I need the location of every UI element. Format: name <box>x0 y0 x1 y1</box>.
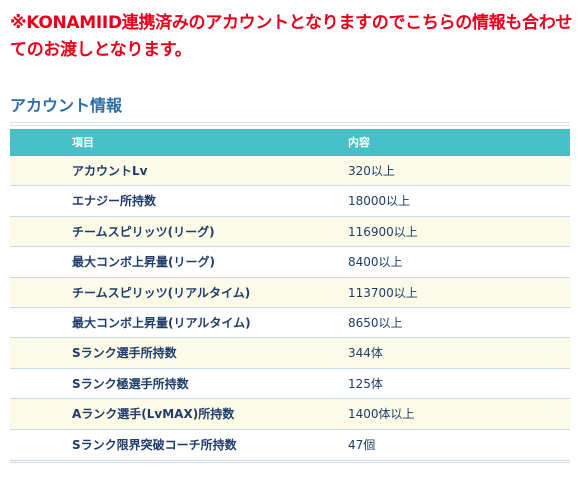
table-row: チームスピリッツ(リーグ) 116900以上 <box>10 216 570 248</box>
row-item: Sランク限界突破コーチ所持数 <box>72 437 237 452</box>
table-row: アカウントLv 320以上 <box>10 156 570 187</box>
section-title: アカウント情報 <box>10 96 123 115</box>
table-header: 項目 内容 <box>10 129 570 156</box>
row-value: 113700以上 <box>348 285 418 300</box>
header-item: 項目 <box>72 136 94 149</box>
row-value: 18000以上 <box>348 194 411 209</box>
row-value: 1400体以上 <box>348 407 415 422</box>
row-item: 最大コンボ上昇量(リーグ) <box>72 255 215 270</box>
row-item: アカウントLv <box>72 164 148 178</box>
row-value: 8650以上 <box>348 315 403 330</box>
row-item: チームスピリッツ(リアルタイム) <box>72 285 251 300</box>
table-row: 最大コンボ上昇量(リアルタイム) 8650以上 <box>10 307 570 339</box>
table-row: 最大コンボ上昇量(リーグ) 8400以上 <box>10 247 570 278</box>
row-value: 320以上 <box>348 164 395 178</box>
row-value: 8400以上 <box>348 255 403 270</box>
row-value: 47個 <box>348 437 376 452</box>
account-notice: ※KONAMIID連携済みのアカウントとなりますのでこちらの情報も合わせてのお渡… <box>10 13 573 60</box>
row-item: エナジー所持数 <box>72 194 157 209</box>
row-item: Sランク選手所持数 <box>72 346 177 361</box>
table-row: エナジー所持数 18000以上 <box>10 186 570 217</box>
header-value: 内容 <box>348 136 370 149</box>
table-row: Sランク極選手所持数 125体 <box>10 368 570 400</box>
row-item: チームスピリッツ(リーグ) <box>72 224 215 239</box>
title-divider <box>10 122 570 126</box>
row-value: 125体 <box>348 376 383 391</box>
row-item: Aランク選手(LvMAX)所持数 <box>72 407 235 422</box>
row-value: 116900以上 <box>348 224 418 239</box>
table-row: Aランク選手(LvMAX)所持数 1400体以上 <box>10 399 570 430</box>
row-item: 最大コンボ上昇量(リアルタイム) <box>72 315 251 330</box>
row-value: 344体 <box>348 346 383 361</box>
row-item: Sランク極選手所持数 <box>72 376 189 391</box>
table-row: Sランク選手所持数 344体 <box>10 338 570 369</box>
table-row: Sランク限界突破コーチ所持数 47個 <box>10 429 570 460</box>
account-info-table: 項目 内容 アカウントLv 320以上 エナジー所持数 18000以上 チームス… <box>10 129 570 463</box>
table-row: チームスピリッツ(リアルタイム) 113700以上 <box>10 277 570 308</box>
